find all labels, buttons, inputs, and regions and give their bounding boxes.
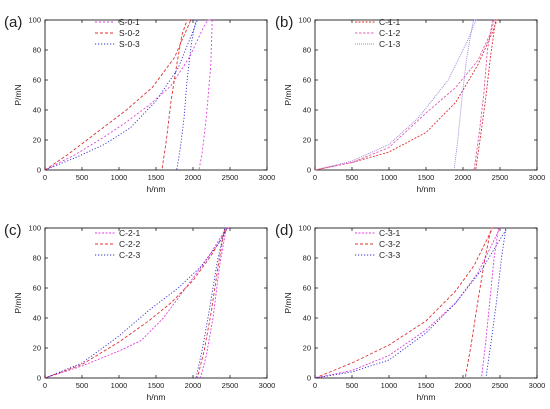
y-tick-label: 0 — [307, 166, 311, 175]
x-tick-label: 0 — [313, 173, 317, 182]
y-tick-label: 40 — [33, 314, 41, 323]
x-tick-label: 2500 — [222, 381, 239, 390]
y-tick-label: 100 — [28, 16, 41, 25]
legend-label: C-3-2 — [379, 239, 401, 249]
chart-panel-1: (a) 0 500 1000 1500 2000 2500 3000 0 20 40 60 80 100 h… — [4, 14, 275, 194]
plot-frame — [314, 19, 538, 171]
x-tick-label: 3000 — [529, 173, 546, 182]
y-axis-label: P/mN — [283, 84, 293, 105]
x-tick-label: 2500 — [492, 381, 509, 390]
y-tick-label: 0 — [37, 166, 41, 175]
legend-label: C-2-1 — [119, 228, 141, 238]
x-tick-label: 2000 — [185, 173, 202, 182]
y-tick-label: 0 — [307, 374, 311, 383]
y-tick-label: 80 — [33, 254, 41, 263]
y-tick-label: 100 — [298, 16, 311, 25]
x-tick-label: 1500 — [148, 381, 165, 390]
y-tick-label: 60 — [303, 284, 311, 293]
legend-label: S-0-2 — [119, 28, 140, 38]
x-axis-label: h/nm — [417, 392, 436, 402]
chart-panel-3: (c) 0 500 1000 1500 2000 2500 3000 0 20 40 60 80 100 h… — [4, 222, 275, 402]
series-line-C-1-2 — [314, 19, 495, 171]
y-axis-label: P/mN — [283, 292, 293, 313]
series-line-C-3-3 — [314, 227, 508, 379]
legend-label: C-2-2 — [119, 239, 141, 249]
series-line-S-0-1 — [44, 19, 213, 171]
panel-letter: (b) — [275, 14, 293, 31]
legend-label: C-1-1 — [379, 17, 401, 27]
series-line-C-1-1 — [314, 19, 498, 171]
x-tick-label: 1000 — [381, 381, 398, 390]
panel-letter: (c) — [4, 222, 22, 239]
y-tick-label: 40 — [303, 314, 311, 323]
legend-label: S-0-3 — [119, 39, 140, 49]
y-tick-label: 40 — [303, 106, 311, 115]
x-tick-label: 2000 — [185, 381, 202, 390]
x-tick-label: 500 — [346, 381, 359, 390]
x-tick-label: 2000 — [455, 173, 472, 182]
y-tick-label: 60 — [303, 76, 311, 85]
series-line-S-0-3 — [44, 19, 198, 171]
y-tick-label: 80 — [33, 46, 41, 55]
legend-label: C-3-1 — [379, 228, 401, 238]
y-tick-label: 60 — [33, 76, 41, 85]
x-tick-label: 2500 — [222, 173, 239, 182]
chart-panel-4: (d) 0 500 1000 1500 2000 2500 3000 0 20 40 60 80 100 h… — [275, 222, 545, 402]
x-tick-label: 0 — [43, 173, 47, 182]
series-line-C-2-1 — [44, 227, 229, 379]
series-line-C-3-2 — [314, 227, 494, 379]
x-axis-label: h/nm — [147, 392, 166, 402]
legend-label: C-3-3 — [379, 250, 401, 260]
y-tick-label: 20 — [303, 344, 311, 353]
x-tick-label: 2000 — [455, 381, 472, 390]
y-tick-label: 80 — [303, 254, 311, 263]
x-tick-label: 500 — [346, 173, 359, 182]
y-tick-label: 20 — [33, 136, 41, 145]
x-tick-label: 500 — [76, 381, 89, 390]
y-tick-label: 60 — [33, 284, 41, 293]
x-tick-label: 500 — [76, 173, 89, 182]
y-tick-label: 20 — [33, 344, 41, 353]
legend-label: C-1-3 — [379, 39, 401, 49]
x-tick-label: 1000 — [111, 381, 128, 390]
x-tick-label: 1500 — [418, 173, 435, 182]
plot-frame — [44, 19, 268, 171]
x-tick-label: 2500 — [492, 173, 509, 182]
y-tick-label: 100 — [28, 224, 41, 233]
y-tick-label: 80 — [303, 46, 311, 55]
x-tick-label: 1000 — [381, 173, 398, 182]
plot-frame — [44, 227, 268, 379]
x-tick-label: 3000 — [259, 381, 276, 390]
chart-panel-2: (b) 0 500 1000 1500 2000 2500 3000 0 20 40 60 80 100 h… — [275, 14, 545, 194]
x-axis-label: h/nm — [147, 184, 166, 194]
y-axis-label: P/mN — [13, 292, 23, 313]
y-tick-label: 100 — [298, 224, 311, 233]
x-tick-label: 1500 — [418, 381, 435, 390]
plot-frame — [314, 227, 538, 379]
y-tick-label: 0 — [37, 374, 41, 383]
x-tick-label: 3000 — [529, 381, 546, 390]
legend-label: S-0-1 — [119, 17, 140, 27]
y-axis-label: P/mN — [13, 84, 23, 105]
panel-letter: (a) — [4, 14, 22, 31]
y-tick-label: 20 — [303, 136, 311, 145]
legend-label: C-2-3 — [119, 250, 141, 260]
series-line-S-0-2 — [44, 19, 192, 171]
x-axis-label: h/nm — [417, 184, 436, 194]
x-tick-label: 1500 — [148, 173, 165, 182]
series-line-C-2-2 — [44, 227, 228, 379]
x-tick-label: 3000 — [259, 173, 276, 182]
x-tick-label: 0 — [313, 381, 317, 390]
x-tick-label: 0 — [43, 381, 47, 390]
panel-letter: (d) — [275, 222, 293, 239]
x-tick-label: 1000 — [111, 173, 128, 182]
legend-label: C-1-2 — [379, 28, 401, 38]
series-line-C-1-3 — [314, 19, 477, 171]
y-tick-label: 40 — [33, 106, 41, 115]
series-line-C-3-1 — [314, 227, 501, 379]
